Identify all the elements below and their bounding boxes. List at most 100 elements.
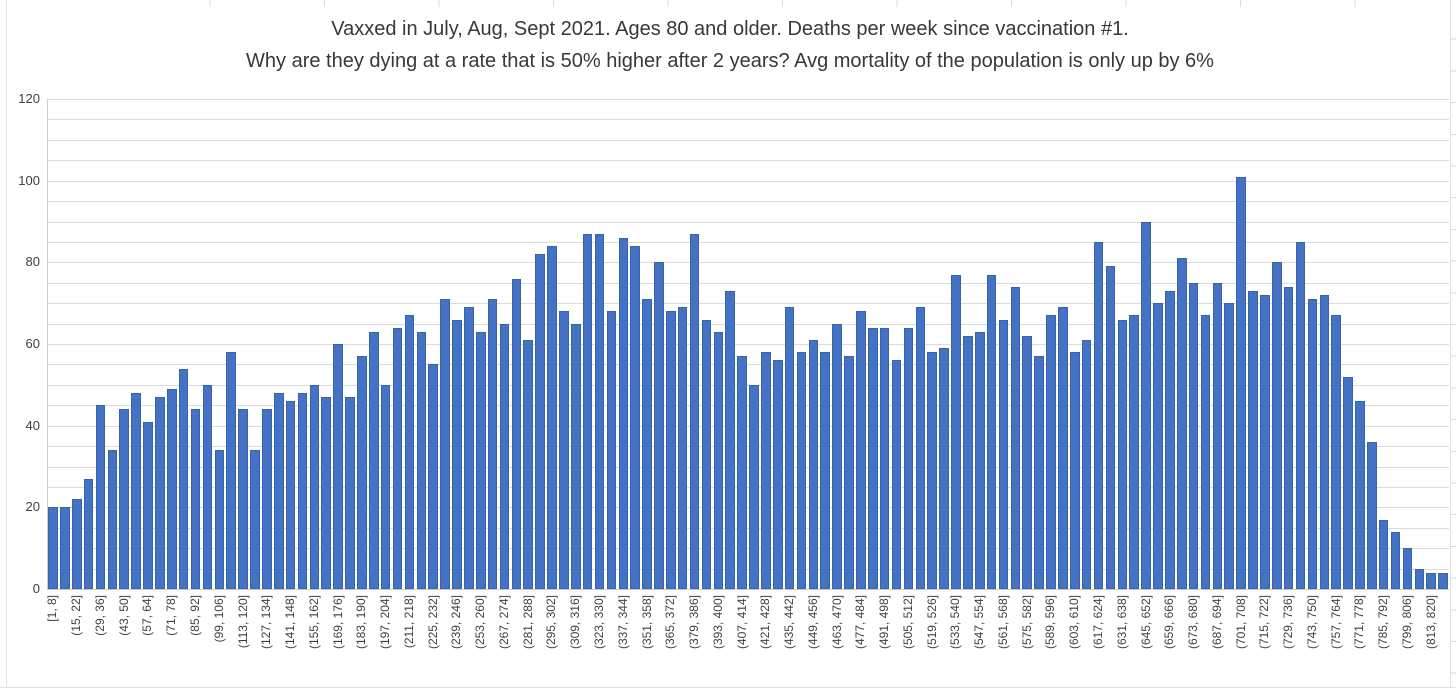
histogram-bar[interactable]: [321, 397, 332, 589]
histogram-bar[interactable]: [868, 327, 878, 589]
histogram-bar[interactable]: [309, 384, 320, 589]
histogram-bar[interactable]: [1069, 352, 1080, 589]
histogram-bar[interactable]: [654, 262, 664, 589]
histogram-bar[interactable]: [618, 237, 629, 589]
histogram-bar[interactable]: [570, 323, 581, 589]
histogram-bar[interactable]: [891, 360, 902, 589]
histogram-bar[interactable]: [677, 307, 688, 589]
histogram-bar[interactable]: [1129, 315, 1139, 589]
histogram-bar[interactable]: [547, 246, 557, 589]
histogram-bar[interactable]: [582, 233, 593, 589]
histogram-bar[interactable]: [475, 331, 486, 589]
histogram-bar[interactable]: [1212, 282, 1223, 589]
histogram-bar[interactable]: [1165, 290, 1175, 589]
histogram-bar[interactable]: [83, 478, 94, 589]
histogram-bar[interactable]: [986, 274, 997, 589]
histogram-bar[interactable]: [1200, 315, 1211, 589]
histogram-bar[interactable]: [772, 360, 783, 589]
histogram-bar[interactable]: [939, 348, 949, 589]
histogram-bar[interactable]: [594, 233, 605, 589]
histogram-bar[interactable]: [262, 409, 272, 589]
histogram-bar[interactable]: [1081, 339, 1092, 589]
histogram-bar[interactable]: [131, 393, 141, 589]
histogram-bar[interactable]: [1260, 295, 1270, 589]
histogram-bar[interactable]: [1438, 572, 1448, 589]
histogram-bar[interactable]: [784, 307, 795, 589]
histogram-bar[interactable]: [1331, 315, 1341, 589]
histogram-bar[interactable]: [1236, 176, 1246, 589]
histogram-bar[interactable]: [701, 319, 712, 589]
histogram-bar[interactable]: [297, 393, 308, 589]
histogram-bar[interactable]: [951, 274, 961, 589]
histogram-bar[interactable]: [1402, 548, 1413, 589]
histogram-bar[interactable]: [808, 339, 819, 589]
histogram-bar[interactable]: [487, 299, 498, 589]
histogram-bar[interactable]: [499, 323, 510, 589]
histogram-bar[interactable]: [226, 352, 236, 589]
histogram-bar[interactable]: [511, 278, 522, 589]
histogram-bar[interactable]: [1188, 282, 1199, 589]
histogram-bar[interactable]: [404, 315, 415, 589]
histogram-bar[interactable]: [666, 311, 676, 589]
histogram-bar[interactable]: [214, 450, 225, 589]
histogram-bar[interactable]: [1141, 221, 1151, 589]
histogram-bar[interactable]: [796, 352, 807, 589]
histogram-bar[interactable]: [1010, 286, 1021, 589]
histogram-bar[interactable]: [832, 323, 842, 589]
histogram-bar[interactable]: [844, 356, 854, 589]
histogram-bar[interactable]: [107, 450, 118, 589]
histogram-bar[interactable]: [1295, 241, 1306, 589]
histogram-bar[interactable]: [190, 409, 201, 589]
histogram-bar[interactable]: [416, 331, 427, 589]
histogram-bar[interactable]: [60, 507, 70, 589]
histogram-bar[interactable]: [1248, 290, 1258, 589]
histogram-bar[interactable]: [1224, 303, 1235, 589]
histogram-bar[interactable]: [380, 384, 391, 589]
histogram-bar[interactable]: [974, 331, 985, 589]
histogram-bar[interactable]: [1283, 286, 1294, 589]
histogram-bar[interactable]: [238, 409, 248, 589]
histogram-bar[interactable]: [535, 254, 545, 589]
histogram-bar[interactable]: [749, 384, 759, 589]
histogram-bar[interactable]: [178, 368, 189, 589]
histogram-bar[interactable]: [143, 421, 153, 589]
histogram-bar[interactable]: [48, 507, 58, 589]
histogram-bar[interactable]: [879, 327, 890, 589]
histogram-bar[interactable]: [1319, 295, 1330, 589]
histogram-bar[interactable]: [1271, 262, 1282, 589]
histogram-bar[interactable]: [523, 339, 534, 589]
histogram-bar[interactable]: [428, 364, 438, 589]
histogram-bar[interactable]: [464, 307, 474, 589]
histogram-bar[interactable]: [1355, 401, 1365, 589]
histogram-bar[interactable]: [1034, 356, 1044, 589]
histogram-bar[interactable]: [1022, 335, 1033, 589]
histogram-bar[interactable]: [903, 327, 914, 589]
histogram-bar[interactable]: [1367, 442, 1377, 589]
histogram-bar[interactable]: [392, 327, 403, 589]
histogram-bar[interactable]: [761, 352, 771, 589]
histogram-bar[interactable]: [1414, 568, 1425, 589]
histogram-bar[interactable]: [1307, 299, 1318, 589]
histogram-bar[interactable]: [642, 299, 652, 589]
histogram-bar[interactable]: [725, 290, 735, 589]
histogram-bar[interactable]: [1117, 319, 1128, 589]
histogram-bar[interactable]: [1058, 307, 1068, 589]
histogram-bar[interactable]: [856, 311, 866, 589]
histogram-bar[interactable]: [250, 450, 260, 589]
histogram-bar[interactable]: [1343, 376, 1353, 589]
histogram-bar[interactable]: [998, 319, 1009, 589]
histogram-bar[interactable]: [630, 246, 640, 589]
histogram-bar[interactable]: [1153, 303, 1163, 589]
histogram-bar[interactable]: [119, 409, 130, 589]
histogram-bar[interactable]: [440, 299, 450, 589]
histogram-bar[interactable]: [167, 388, 177, 589]
histogram-bar[interactable]: [273, 393, 284, 589]
histogram-bar[interactable]: [285, 401, 296, 589]
histogram-bar[interactable]: [95, 405, 106, 589]
histogram-bar[interactable]: [202, 384, 213, 589]
histogram-bar[interactable]: [737, 356, 747, 589]
histogram-bar[interactable]: [155, 397, 165, 589]
histogram-bar[interactable]: [1105, 266, 1116, 589]
histogram-bar[interactable]: [689, 233, 700, 589]
histogram-bar[interactable]: [713, 331, 724, 589]
